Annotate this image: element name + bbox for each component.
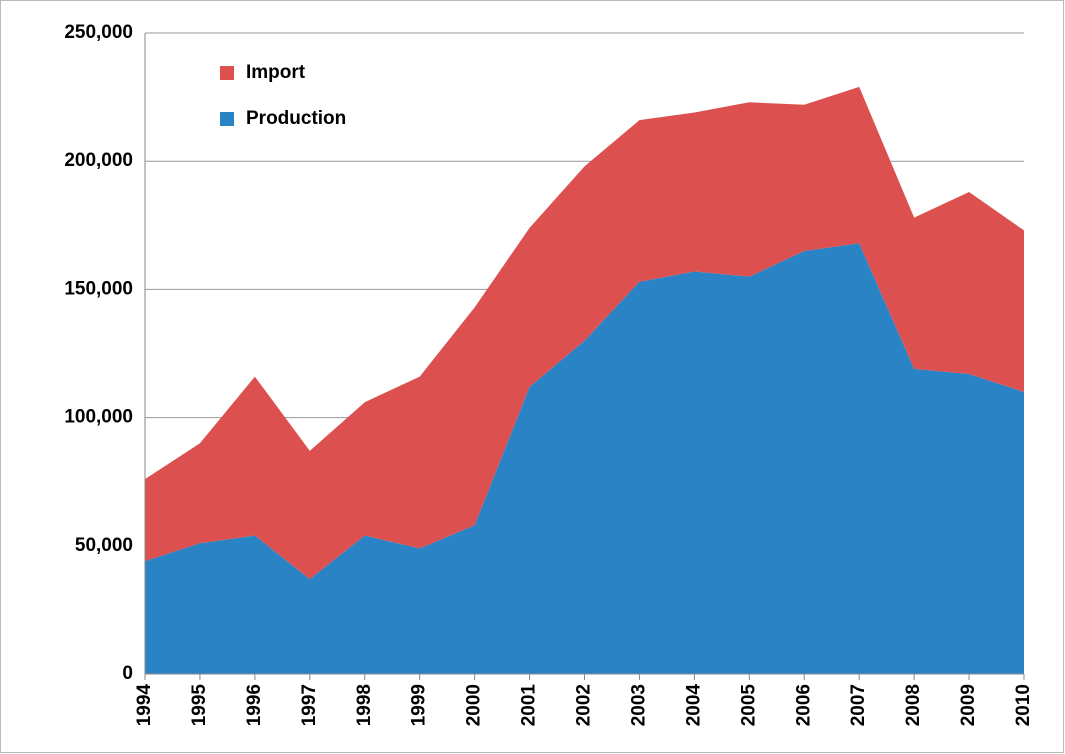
legend-label: Production xyxy=(246,108,346,129)
x-tick-label: 2003 xyxy=(628,684,649,726)
x-tick-label: 2004 xyxy=(683,684,704,727)
x-tick-label: 1999 xyxy=(409,684,430,726)
legend-swatch xyxy=(220,112,234,126)
y-tick-label: 0 xyxy=(122,663,133,684)
area xyxy=(145,86,1024,580)
x-tick-label: 1997 xyxy=(299,684,320,726)
x-tick-label: 2002 xyxy=(574,684,595,726)
x-tick-label: 2007 xyxy=(848,684,869,726)
y-tick-label: 150,000 xyxy=(64,278,133,299)
x-tick-label: 1995 xyxy=(189,684,210,727)
y-tick-label: 100,000 xyxy=(64,407,133,428)
x-tick-label: 1994 xyxy=(134,684,155,727)
x-tick-label: 2005 xyxy=(738,684,759,727)
x-tick-label: 2009 xyxy=(958,684,979,726)
x-tick-label: 2008 xyxy=(903,684,924,726)
x-tick-label: 2001 xyxy=(519,684,540,727)
legend-swatch xyxy=(220,66,234,80)
y-tick-label: 50,000 xyxy=(75,535,133,556)
y-tick-label: 200,000 xyxy=(64,150,133,171)
area xyxy=(145,243,1024,675)
x-tick-label: 1996 xyxy=(244,684,265,726)
x-tick-label: 2000 xyxy=(464,684,485,726)
x-tick-label: 1998 xyxy=(354,684,375,726)
y-tick-label: 250,000 xyxy=(64,22,133,43)
x-tick-label: 2006 xyxy=(793,684,814,726)
x-tick-label: 2010 xyxy=(1013,684,1034,726)
legend-label: Import xyxy=(246,62,306,83)
